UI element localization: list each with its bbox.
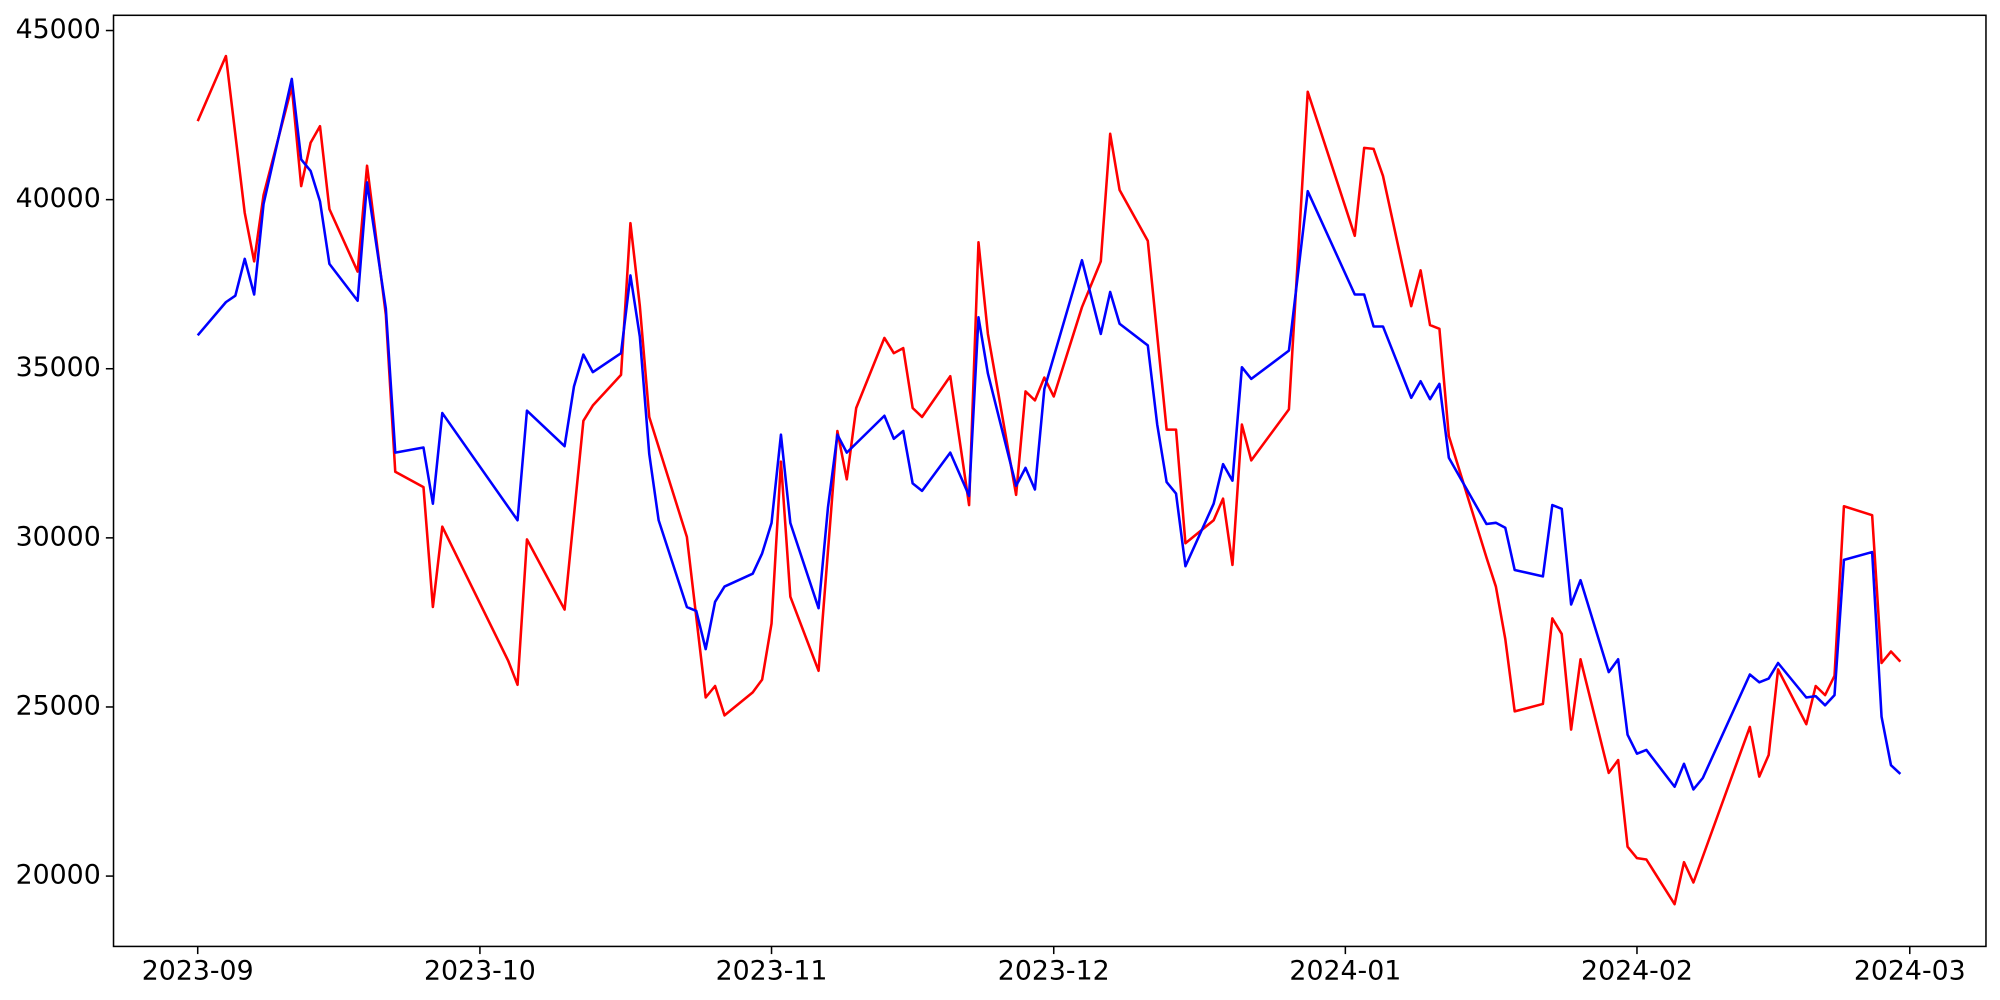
y-tick-label: 45000 bbox=[16, 14, 101, 45]
x-tick-label: 2024-03 bbox=[1854, 956, 1966, 987]
y-tick-label: 25000 bbox=[16, 690, 101, 721]
x-tick-label: 2023-12 bbox=[998, 956, 1110, 987]
x-tick-label: 2024-01 bbox=[1289, 956, 1401, 987]
y-tick-label: 35000 bbox=[16, 352, 101, 383]
plot-frame bbox=[112, 14, 1987, 948]
x-tick-label: 2023-09 bbox=[142, 956, 254, 987]
y-tick-label: 40000 bbox=[16, 183, 101, 214]
y-tick-label: 30000 bbox=[16, 521, 101, 552]
series-line bbox=[196, 54, 1902, 906]
y-tick-label: 20000 bbox=[16, 860, 101, 891]
x-tick-label: 2023-10 bbox=[424, 956, 536, 987]
x-tick-label: 2023-11 bbox=[716, 956, 828, 987]
x-tick-label: 2024-02 bbox=[1581, 956, 1693, 987]
series-line bbox=[196, 77, 1902, 791]
